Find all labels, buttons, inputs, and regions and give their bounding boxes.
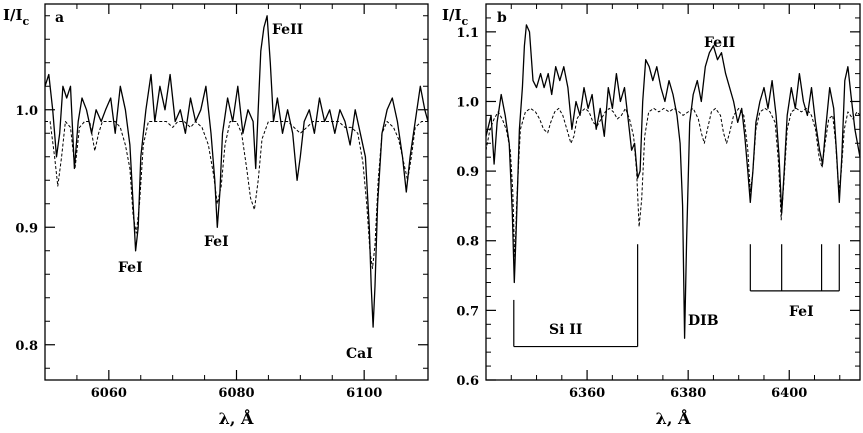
y-tick-label: 0.8 (456, 235, 479, 250)
annotation-si-ii-bracket: Si II (549, 322, 582, 338)
y-tick-label: 0.9 (15, 221, 38, 236)
panel-a-ylabel: I/Ic (3, 6, 30, 28)
panel-b-xlabel: λ, Å (656, 407, 691, 428)
annotation-fei-6077: FeI (204, 234, 229, 250)
panel-a-frame (44, 3, 429, 381)
y-tick-label: 0.7 (456, 304, 479, 319)
x-tick-label: 6100 (346, 386, 382, 401)
panel-b-label: b (497, 10, 507, 26)
panel-b-ticks: 6360 6380 6400 0.6 0.7 0.8 0.9 1.0 1.1 (456, 3, 860, 401)
panel-a-ylabel-main: I/I (3, 6, 23, 24)
b-dashed-spectrum-line (485, 107, 861, 263)
x-tick-label: 6360 (569, 386, 605, 401)
panel-a-ylabel-sub: c (23, 15, 30, 28)
y-tick-label: 0.6 (456, 374, 479, 389)
panel-a-series (44, 15, 429, 328)
y-tick-label: 1.1 (456, 26, 479, 41)
y-tick-label: 1.0 (15, 104, 38, 119)
panel-a-label: a (55, 10, 64, 26)
annotation-feii-6085: FeII (272, 22, 303, 38)
x-tick-label: 6400 (771, 386, 807, 401)
panel-b-series (485, 24, 861, 339)
annotation-cai-6102: CaI (346, 346, 373, 362)
y-tick-label: 0.9 (456, 165, 479, 180)
x-tick-label: 6380 (670, 386, 706, 401)
a-dashed-spectrum-line (45, 121, 428, 269)
panel-a-xlabel: λ, Å (219, 407, 254, 428)
panel-b-annotations: FeII DIB Si II FeI (549, 35, 814, 338)
panel-a: a I/Ic λ, Å 6060 6080 6100 0.8 0.9 1.0 FeI Fe… (3, 3, 429, 428)
panel-b-brackets (513, 244, 840, 348)
b-solid-spectrum-line (485, 24, 861, 339)
panel-a-annotations: FeI FeI FeII CaI (118, 22, 373, 362)
panel-b-ylabel-main: I/I (442, 6, 462, 24)
panel-a-ticks: 6060 6080 6100 0.8 0.9 1.0 (15, 4, 429, 401)
x-tick-label: 6080 (218, 386, 254, 401)
annotation-dib-6379: DIB (688, 313, 719, 329)
y-tick-label: 1.0 (456, 95, 479, 110)
annotation-fei-6064: FeI (118, 260, 143, 276)
annotation-feii-6385: FeII (704, 35, 735, 51)
annotation-fei-bracket: FeI (789, 304, 814, 320)
panel-b-ylabel: I/Ic (442, 6, 469, 28)
panel-b-ylabel-sub: c (462, 15, 469, 28)
a-solid-spectrum-line (44, 15, 429, 328)
y-tick-label: 0.8 (15, 339, 38, 354)
x-tick-label: 6060 (91, 386, 127, 401)
panel-b-frame (485, 3, 861, 381)
panel-b: b I/Ic λ, Å 6360 6380 6400 0.6 0.7 0.8 0.9 1.0 1… (442, 3, 861, 428)
